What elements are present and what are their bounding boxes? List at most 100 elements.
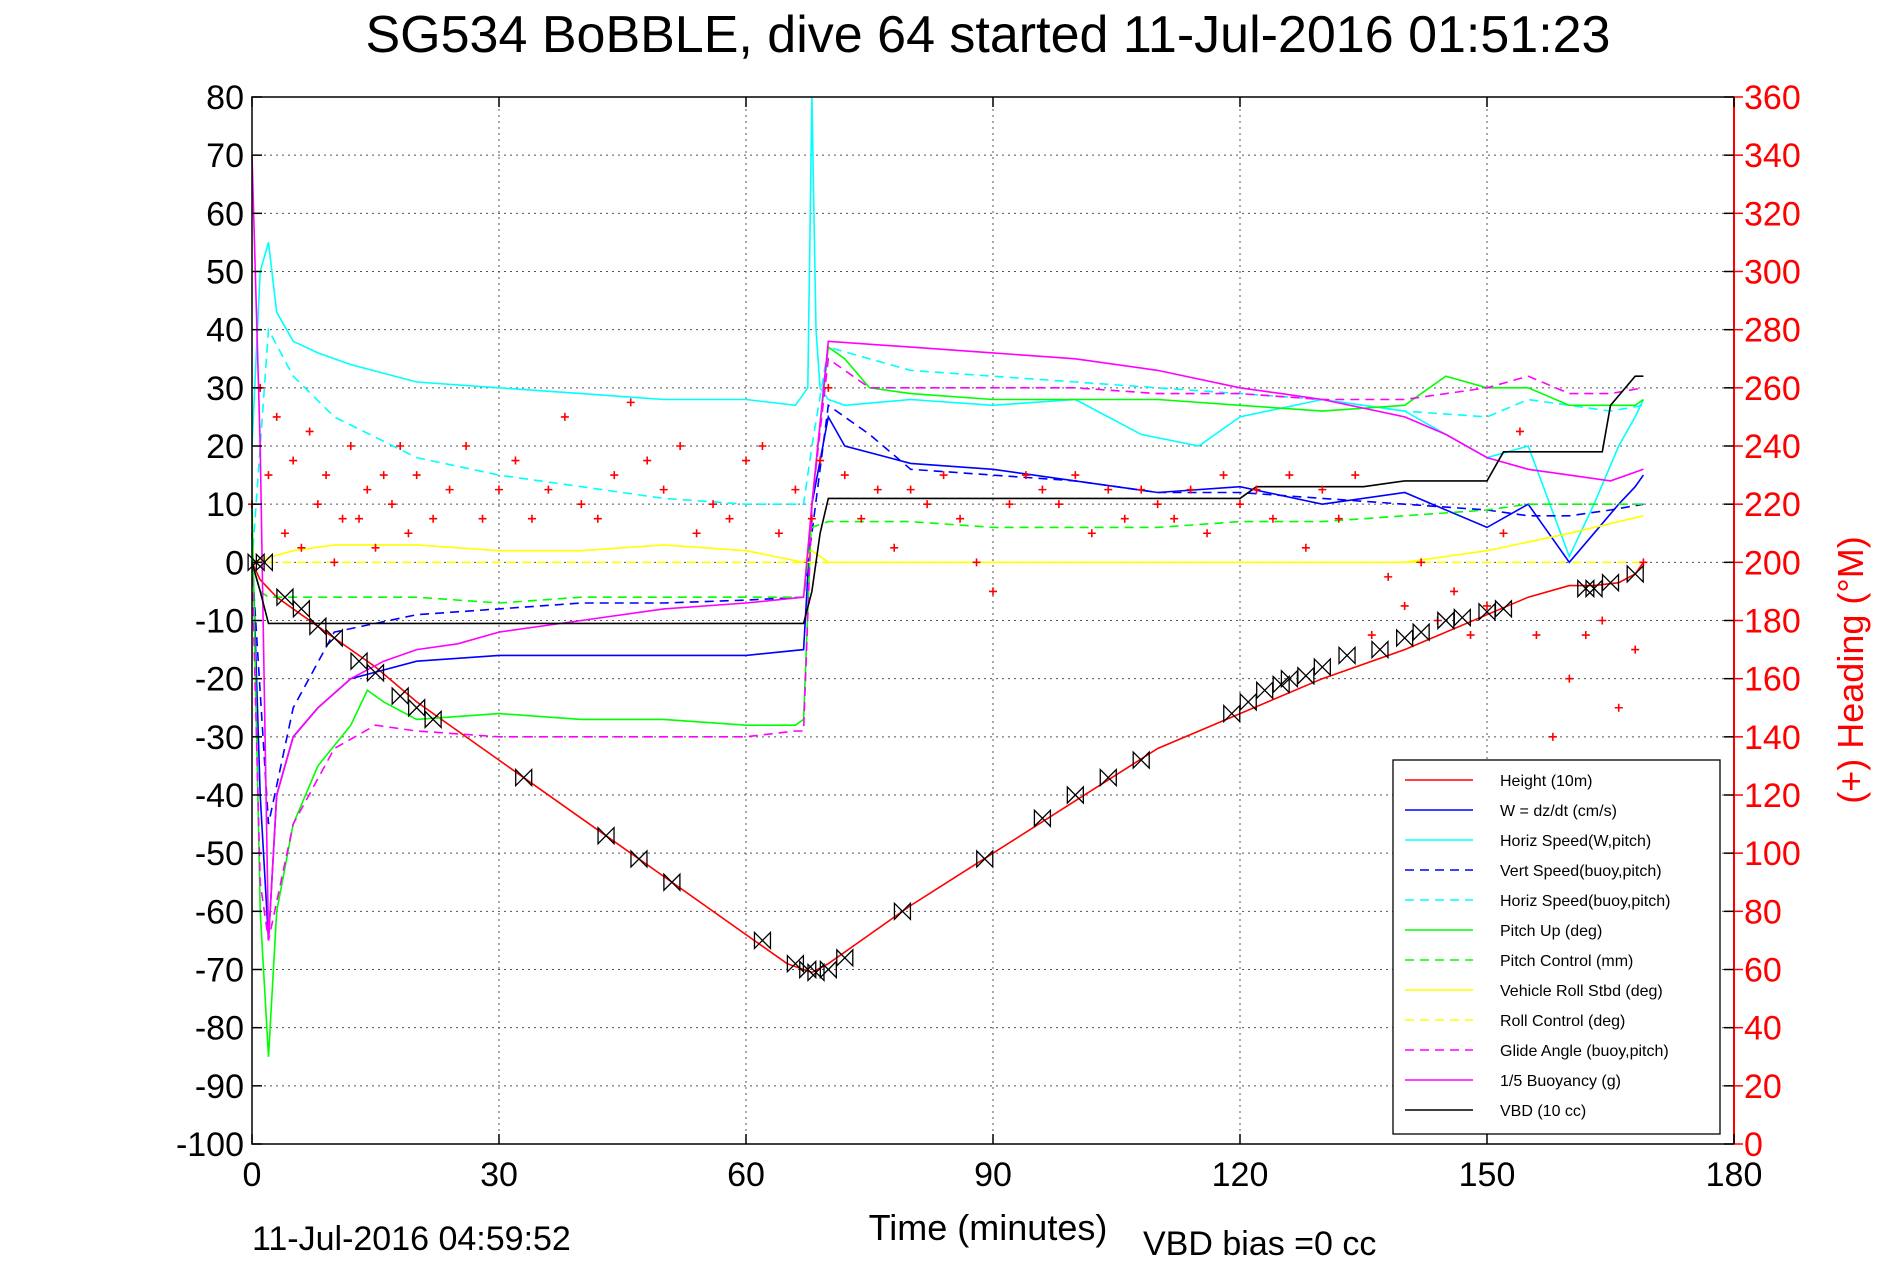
event-marker (836, 948, 854, 968)
series-line (251, 375, 1644, 625)
heading-point (873, 485, 882, 494)
y2-tick-label: 40 (1744, 1010, 1782, 1048)
series-line (251, 326, 1644, 563)
heading-point (404, 529, 413, 538)
heading-point (906, 485, 915, 494)
y-tick-label: 40 (206, 312, 244, 350)
event-marker (1626, 564, 1644, 584)
heading-point (577, 500, 586, 509)
event-marker (799, 959, 817, 980)
event-marker (515, 767, 533, 788)
heading-point (387, 500, 396, 509)
heading-point (1483, 601, 1491, 610)
y-tick-label: -30 (195, 719, 244, 757)
heading-point (1104, 485, 1113, 494)
heading-point (1203, 529, 1212, 538)
heading-point (544, 485, 553, 494)
event-marker (1412, 622, 1430, 642)
heading-point (923, 500, 932, 509)
y2-tick-label: 220 (1744, 486, 1801, 524)
series-lines (251, 96, 1645, 1057)
y2-tick-label: 300 (1744, 254, 1801, 292)
heading-point (1301, 543, 1310, 552)
heading-point (1631, 645, 1640, 654)
heading-point (643, 456, 652, 465)
heading-point (1548, 732, 1557, 741)
y-tick-label: -50 (195, 835, 244, 873)
heading-point (1532, 631, 1541, 640)
heading-point (1268, 514, 1277, 523)
heading-point (1153, 500, 1162, 509)
y-tick-label: 20 (206, 428, 244, 466)
heading-point (338, 514, 347, 523)
x-tick-label: 120 (1212, 1156, 1269, 1194)
heading-point (1466, 631, 1475, 640)
x-tick-label: 90 (974, 1156, 1012, 1194)
x-tick-label: 60 (727, 1156, 765, 1194)
y2-tick-label: 280 (1744, 312, 1801, 350)
heading-point (742, 456, 750, 465)
legend-label: VBD (10 cc) (1500, 1103, 1586, 1120)
heading-point (1499, 529, 1508, 538)
heading-point (1005, 500, 1014, 509)
heading-point (1087, 529, 1096, 538)
heading-point (659, 485, 668, 494)
y-tick-label: -100 (176, 1126, 244, 1164)
heading-point (1252, 485, 1261, 494)
legend-label: Height (10m) (1500, 773, 1592, 790)
y2-tick-label: 80 (1744, 893, 1782, 931)
legend-label: Vert Speed(buoy,pitch) (1500, 863, 1662, 880)
event-markers (247, 552, 1644, 982)
heading-point (1417, 558, 1426, 567)
y2-tick-label: 120 (1744, 777, 1801, 815)
heading-point (1515, 427, 1524, 436)
legend-label: W = dz/dt (cm/s) (1500, 803, 1617, 820)
y2-tick-label: 260 (1744, 370, 1801, 408)
x-tick-label: 0 (243, 1156, 262, 1194)
y-tick-label: 0 (225, 544, 244, 582)
event-marker (276, 587, 294, 607)
legend-label: Horiz Speed(W,pitch) (1500, 833, 1651, 850)
x-tick-label: 150 (1459, 1156, 1516, 1194)
y-tick-label: 10 (206, 486, 244, 524)
y-tick-label: 30 (206, 370, 244, 408)
heading-point (495, 485, 503, 494)
footer-timestamp: 11-Jul-2016 04:59:52 (252, 1220, 571, 1258)
legend-label: 1/5 Buoyancy (g) (1500, 1073, 1621, 1090)
left-y-axis: 80 70 60 50 40 30 20 10 0 -10 -20 -30 -40 -50 -60 -70 -8… (176, 79, 1734, 1164)
heading-point (840, 471, 849, 480)
heading-point (1170, 514, 1179, 523)
heading-point (956, 514, 965, 523)
heading-point (478, 514, 487, 523)
heading-point (939, 471, 948, 480)
heading-point (816, 456, 825, 465)
event-marker (1338, 645, 1356, 665)
y2-tick-label: 20 (1744, 1068, 1782, 1106)
event-marker (630, 849, 648, 869)
y2-tick-label: 200 (1744, 544, 1801, 582)
event-marker (1371, 640, 1389, 660)
event-marker (1066, 785, 1084, 805)
heading-point (758, 442, 767, 450)
heading-point (1598, 616, 1607, 625)
legend-box (1392, 759, 1721, 1135)
event-marker (255, 552, 273, 572)
heading-point (1614, 703, 1623, 712)
heading-point (725, 514, 734, 523)
y-tick-label: 70 (206, 137, 244, 175)
heading-point (1450, 587, 1459, 596)
heading-point (774, 529, 783, 538)
y-tick-label: -10 (195, 603, 244, 641)
event-marker (424, 709, 442, 729)
heading-point (791, 485, 800, 494)
y-tick-label: 60 (206, 195, 244, 233)
heading-point (1120, 514, 1129, 523)
series-line (251, 561, 1645, 974)
event-marker (1313, 657, 1331, 677)
series-line (251, 357, 1644, 941)
heading-point (1351, 471, 1360, 480)
heading-point (264, 471, 273, 480)
series-line (251, 155, 1644, 941)
heading-point (692, 529, 701, 538)
